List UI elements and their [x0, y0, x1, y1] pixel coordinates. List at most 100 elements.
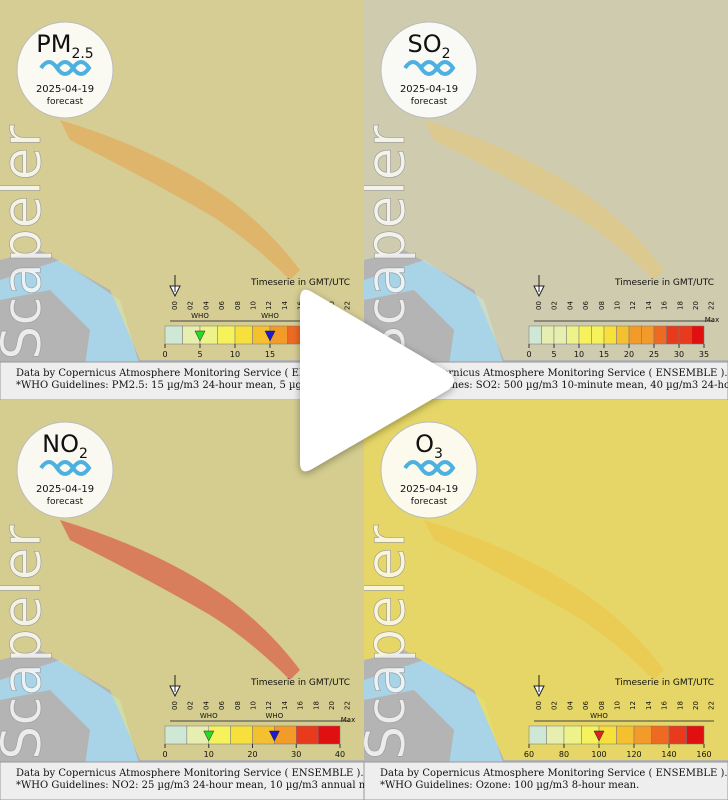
hour-label: 20 — [692, 301, 700, 310]
scale-cell — [566, 325, 580, 345]
pollution-hot — [424, 520, 664, 680]
hour-label: 08 — [598, 701, 606, 710]
hour-label: 18 — [312, 701, 320, 710]
hour-label: 04 — [566, 701, 574, 710]
scale-cell — [528, 325, 542, 345]
scale-cell — [546, 725, 565, 745]
timeserie-label: Timeserie in GMT/UTC — [614, 278, 714, 288]
hour-label: 04 — [202, 701, 210, 710]
hour-label: 22 — [344, 701, 352, 710]
who-marker — [194, 330, 206, 342]
forecast: forecast — [47, 497, 84, 507]
scale-label: 20 — [247, 750, 257, 759]
logo — [403, 460, 456, 476]
scale-cell — [591, 325, 605, 345]
time-arrow — [533, 275, 545, 298]
scale-cell — [230, 725, 253, 745]
scale-cell — [274, 725, 297, 745]
scale-cell — [678, 325, 692, 345]
scale-label: 0 — [162, 350, 167, 359]
hour-label: 00 — [171, 301, 179, 310]
hour-label: 02 — [187, 301, 195, 310]
play-button[interactable] — [300, 289, 454, 472]
footer-bg — [0, 761, 364, 800]
who-label: WHO — [200, 712, 218, 720]
footer-line: Data by Copernicus Atmosphere Monitoring… — [16, 368, 364, 379]
scale-cell — [208, 725, 231, 745]
hour-label: 04 — [566, 301, 574, 310]
pollution-hot — [60, 520, 300, 680]
scale-cell — [186, 725, 209, 745]
scale-cell — [164, 325, 183, 345]
scale-cell — [616, 325, 630, 345]
hour-label: 02 — [551, 301, 559, 310]
map-panel: Scapeler SO2 2025-04-19 forecast Timeserie i… — [354, 0, 728, 400]
pollutant-name: PM — [36, 30, 71, 58]
time-arrow — [169, 275, 181, 298]
scale-cell — [317, 725, 341, 745]
hour-label: 20 — [692, 701, 700, 710]
scale-label: 10 — [204, 750, 214, 759]
scale-label: 5 — [197, 350, 202, 359]
scale-cell — [528, 725, 547, 745]
badge — [380, 21, 478, 119]
pollutant-name: O — [415, 430, 434, 458]
hour-label: 00 — [535, 701, 543, 710]
who-marker — [264, 330, 276, 342]
pollutant-label: O3 — [415, 430, 443, 462]
hour-label: 00 — [535, 301, 543, 310]
scale-cell — [296, 725, 319, 745]
map-panel: Scapeler O3 2025-04-19 forecast Timeserie in… — [364, 400, 728, 800]
scale-cell — [686, 725, 705, 745]
pollutant-sub: 3 — [434, 446, 443, 462]
forecast: forecast — [411, 497, 448, 507]
hour-label: 22 — [708, 701, 716, 710]
scale-cell — [578, 325, 592, 345]
forecast: forecast — [411, 97, 448, 107]
hour-label: 10 — [614, 701, 622, 710]
hour-label: 22 — [344, 301, 352, 310]
scale-label: 20 — [624, 350, 634, 359]
pollutant-sub: 2 — [442, 46, 451, 62]
footer-line: Data by Copernicus Atmosphere Monitoring… — [380, 768, 728, 779]
watermark: Scapeler — [354, 124, 417, 360]
footer-line: *WHO Guidelines: PM2.5: 15 µg/m3 24-hour… — [16, 380, 393, 391]
time-arrow — [169, 675, 181, 698]
pollutant-name: NO — [42, 430, 79, 458]
hour-label: 16 — [661, 701, 669, 710]
pollutant-name: SO — [407, 30, 441, 58]
hour-label: 18 — [676, 301, 684, 310]
scale-label: 160 — [696, 750, 711, 759]
scale-cell — [651, 725, 670, 745]
scale-label: 15 — [599, 350, 609, 359]
hour-label: 02 — [551, 701, 559, 710]
date: 2025-04-19 — [400, 484, 458, 495]
hour-label: 08 — [598, 301, 606, 310]
scale-label: 15 — [265, 350, 275, 359]
logo — [39, 60, 92, 76]
scale-label: 0 — [526, 350, 531, 359]
hour-label: 00 — [171, 701, 179, 710]
scale-cell — [641, 325, 655, 345]
date: 2025-04-19 — [36, 484, 94, 495]
who-label: WHO — [191, 312, 209, 320]
scale-label: 100 — [591, 750, 606, 759]
scale-cell — [217, 325, 236, 345]
scale-label: 10 — [574, 350, 584, 359]
hour-label: 12 — [629, 301, 637, 310]
map: Scapeler — [0, 0, 364, 400]
scale-label: 120 — [626, 750, 641, 759]
scale-cell — [553, 325, 567, 345]
hour-label: 12 — [629, 701, 637, 710]
hour-label: 04 — [202, 301, 210, 310]
pollution-hot — [60, 120, 300, 280]
scale-max: Max — [341, 716, 355, 724]
hour-label: 02 — [187, 701, 195, 710]
scale-cell — [563, 725, 582, 745]
pollution-hot — [424, 120, 664, 280]
logo — [403, 60, 456, 76]
scale-cell — [164, 725, 188, 745]
forecast: forecast — [47, 97, 84, 107]
pollutant-sub: 2 — [79, 446, 88, 462]
